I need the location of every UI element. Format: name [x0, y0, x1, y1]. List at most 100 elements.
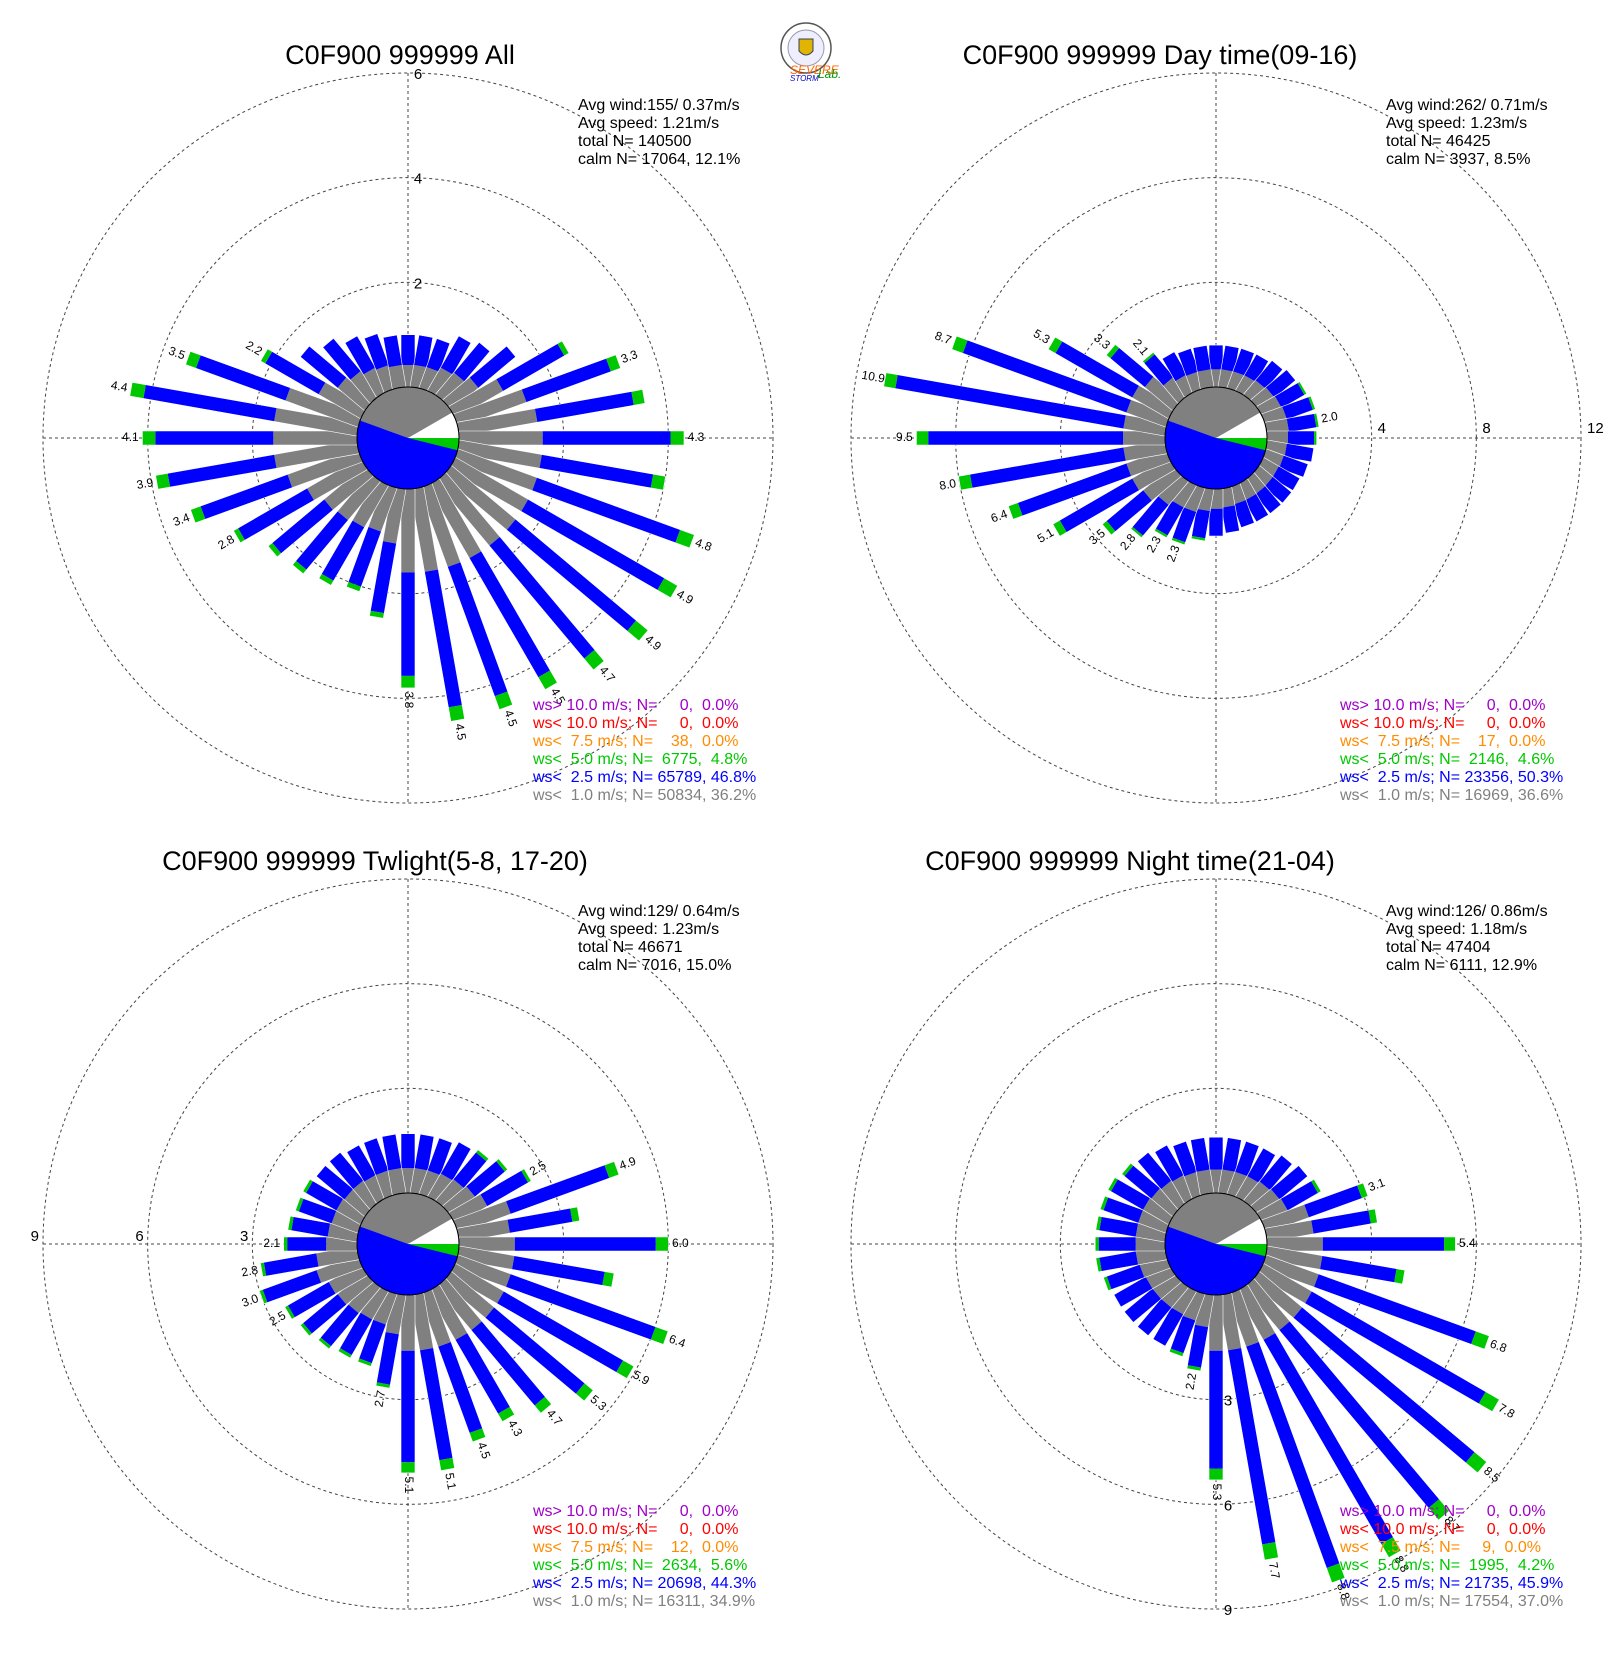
bar-segment-lt5 [1394, 1268, 1405, 1284]
bar-value-label: 3.4 [171, 510, 192, 529]
bar-value-label: 5.9 [630, 1367, 652, 1388]
bar-segment-lt5 [1428, 1499, 1450, 1521]
bar-segment-lt5 [439, 1457, 455, 1471]
bar-segment-lt2-5 [1172, 507, 1197, 543]
bar-segment-lt2-5 [1265, 369, 1296, 398]
bar-segment-lt1 [457, 1246, 515, 1270]
bar-segment-lt5 [1186, 1365, 1202, 1371]
bar-segment-lt2-5 [1155, 500, 1184, 536]
bar-segment-lt2-5 [363, 1137, 389, 1176]
hub-gap-wedge [1216, 1222, 1267, 1244]
bar-segment-lt5 [1142, 352, 1155, 364]
bar-segment-lt2-5 [346, 1145, 377, 1182]
hub-gap-wedge [408, 1222, 459, 1244]
bar-segment-lt1 [1235, 1284, 1276, 1340]
bar-value-label: 9.5 [896, 430, 913, 444]
bar-segment-lt1 [427, 1284, 468, 1340]
legend-entry: ws> 10.0 m/s; N= 0, 0.0% [532, 1503, 738, 1520]
bar-segment-lt2-5 [1190, 1137, 1210, 1172]
bar-value-label: 5.1 [402, 1477, 416, 1494]
stat-avg-wind: Avg wind:262/ 0.71m/s [1386, 97, 1548, 114]
legend-entry: ws< 10.0 m/s; N= 0, 0.0% [1339, 715, 1545, 732]
bar-value-label: 2.8 [215, 532, 237, 553]
bar-segment-lt1 [427, 478, 482, 559]
bar-value-label: 4.7 [544, 1406, 566, 1428]
bar-segment-lt2-5 [1098, 1237, 1136, 1251]
bar-value-label: 4.9 [674, 587, 696, 608]
bar-segment-lt1 [1151, 1188, 1182, 1217]
calm-hub-outline [356, 1192, 460, 1296]
bar-value-label: 4.3 [688, 430, 705, 444]
bar-segment-lt5 [129, 382, 146, 399]
bar-segment-lt2-5 [1110, 347, 1154, 388]
bar-segment-lt2-5 [1106, 1264, 1145, 1290]
bar-segment-lt2-5 [419, 1348, 453, 1461]
ring-label: 9 [1224, 1602, 1232, 1619]
bar-value-label: 2.3 [1143, 533, 1164, 555]
bar-segment-lt2-5 [1255, 360, 1283, 390]
bar-segment-lt5 [494, 691, 513, 710]
ring-label: 9 [31, 1228, 39, 1245]
lab-logo: SEVERE STORM Lab. [780, 22, 841, 83]
bar-segment-lt2-5 [200, 474, 293, 520]
bar-value-label: 3.0 [240, 1291, 261, 1310]
stat-calm-n: calm N= 17064, 12.1% [578, 151, 740, 168]
bar-segment-lt1 [442, 1186, 476, 1217]
legend-entry: ws< 7.5 m/s; N= 17, 0.0% [1339, 733, 1545, 750]
bar-segment-lt1 [457, 408, 538, 436]
bar-segment-lt1 [1250, 1271, 1303, 1318]
bar-segment-lt1 [328, 1263, 368, 1294]
bar-segment-lt5 [958, 474, 973, 491]
legend-entry: ws< 1.0 m/s; N= 16969, 36.6% [1339, 787, 1563, 804]
lab-seal-emblem-icon [798, 38, 814, 56]
bar-value-label: 5.1 [1035, 525, 1057, 546]
bar-segment-lt1 [352, 1180, 381, 1210]
bar-segment-lt2-5 [1124, 1165, 1161, 1199]
bar-segment-lt5 [1444, 1237, 1456, 1251]
bar-segment-lt1 [363, 367, 389, 398]
bar-segment-lt5 [1169, 1348, 1184, 1357]
ring-label: 3 [1224, 1393, 1232, 1410]
bar-segment-lt2-5 [143, 384, 277, 422]
hub-green-wedge [1216, 438, 1267, 451]
bar-value-label: 2.5 [267, 1308, 289, 1329]
bar-segment-lt2-5 [1017, 463, 1132, 516]
bar-segment-lt2-5 [1132, 496, 1169, 536]
bar-segment-lt1 [442, 377, 479, 411]
bar-segment-lt1 [344, 1188, 374, 1217]
bar-segment-lt5 [521, 1168, 532, 1183]
stat-avg-speed: Avg speed: 1.23m/s [578, 921, 719, 938]
bar-segment-lt5 [1261, 1542, 1279, 1560]
bar-segment-lt2-5 [1110, 1179, 1150, 1210]
bar-segment-lt2-5 [1259, 1155, 1293, 1191]
bar-value-label: 3.8 [402, 692, 416, 709]
ring-12 [850, 72, 1582, 804]
bar-segment-lt2-5 [1232, 500, 1255, 528]
bar-segment-lt5 [259, 1289, 268, 1304]
bar-segment-lt2-5 [506, 1274, 656, 1340]
bar-segment-lt5 [295, 1197, 304, 1212]
bar-segment-lt1 [1235, 375, 1257, 398]
calm-hub-outline [1164, 386, 1268, 490]
bar-segment-lt2-5 [469, 346, 516, 388]
bar-segment-lt2-5 [322, 338, 361, 380]
bar-segment-lt2-5 [295, 511, 349, 570]
wind-rose-panel-1: C0F900 999999 All 2 4 6 3.3 4.3 4.8 4.9 4.9 4.7 4.… [42, 40, 774, 804]
ring-label: 12 [1587, 420, 1604, 437]
hub-speed-wedge [1165, 420, 1268, 490]
bar-segment-lt5 [1314, 431, 1317, 445]
ring-label: 6 [135, 1228, 143, 1245]
bar-segment-lt5 [268, 542, 282, 557]
bar-segment-lt5 [497, 1406, 515, 1422]
bar-segment-lt5 [1209, 1468, 1223, 1480]
bar-segment-lt2-5 [440, 335, 471, 375]
bar-segment-lt1 [1256, 1263, 1312, 1304]
bar-segment-lt1 [1267, 1237, 1323, 1251]
bar-segment-lt1 [307, 457, 368, 501]
stat-calm-n: calm N= 7016, 15.0% [578, 957, 731, 974]
bar-segment-lt5 [1308, 396, 1316, 411]
bar-segment-lt2-5 [1284, 443, 1314, 462]
bar-segment-lt5 [346, 581, 362, 592]
legend-entry: ws< 7.5 m/s; N= 9, 0.0% [1339, 1539, 1541, 1556]
bar-segment-lt2-5 [1162, 351, 1188, 382]
